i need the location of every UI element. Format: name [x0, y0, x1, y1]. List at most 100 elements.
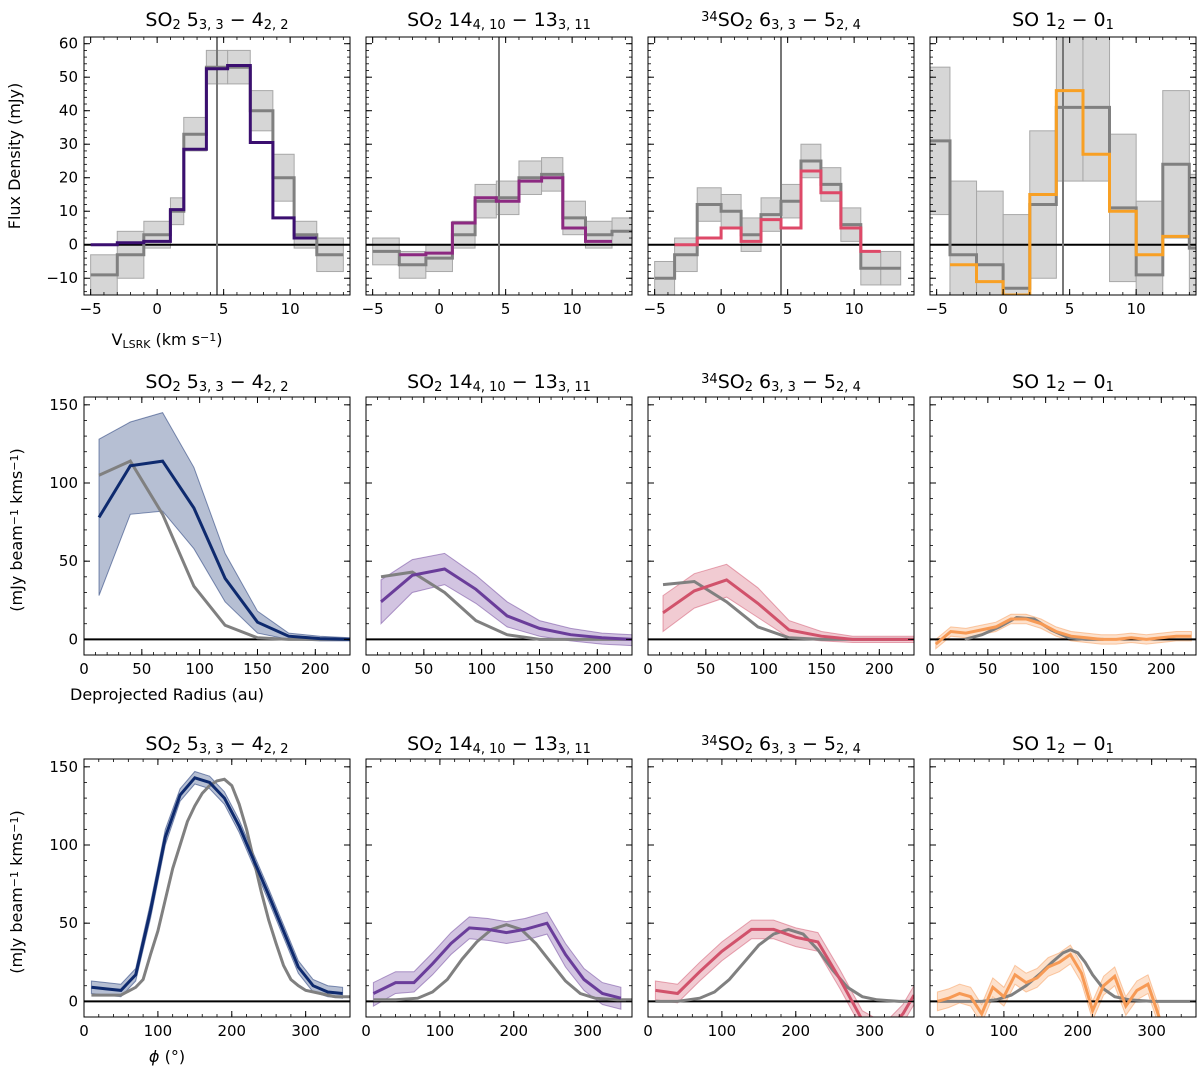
title-lower-level: − 0 [1066, 9, 1106, 31]
x-tick-label-r3c0: 200 [217, 1022, 246, 1040]
title-molecule: SO [1012, 733, 1039, 755]
x-tick-label-r2c2: 150 [807, 660, 836, 678]
model-profile-line [964, 615, 1104, 641]
y-label-sup2: −1 [8, 455, 21, 471]
x-tick-label-r2c0: 0 [79, 660, 89, 678]
model-spectrum-line [654, 159, 901, 280]
x-tick-label-r2c3: 200 [1147, 660, 1176, 678]
x-label-unit-sup: −1 [200, 331, 216, 344]
title-isotope: 34 [701, 734, 718, 749]
x-tick-label-r3c3: 200 [1063, 1022, 1092, 1040]
y-label-mid: kms [7, 833, 26, 871]
y-tick-label-r1c0: −10 [46, 269, 78, 287]
x-tick-label-r3c2: 100 [708, 1022, 737, 1040]
title-upper-sub: 3, 3 [199, 742, 224, 757]
title-upper-level: 1 [1039, 733, 1057, 755]
y-label-post: ) [7, 810, 26, 816]
x-label-sub: LSRK [122, 338, 151, 351]
title-lower-level: − 13 [506, 733, 558, 755]
title-molecule: SO [145, 9, 172, 31]
y-label-mid: kms [7, 471, 26, 509]
model-profile-line [380, 570, 632, 641]
title-molecule-sub: 2 [745, 380, 753, 395]
panel-title-r2c1: SO2 144, 10 − 133, 11 [407, 371, 591, 395]
title-molecule: SO [145, 371, 172, 393]
axes-frame-r2c1 [365, 396, 633, 656]
y-tick-label-r1c0: 0 [68, 236, 78, 254]
title-molecule-sub: 2 [745, 18, 753, 33]
y-tick-label-r2c0: 0 [68, 630, 78, 648]
title-molecule: SO [1012, 9, 1039, 31]
title-lower-level: − 13 [506, 9, 558, 31]
observed-profile-line [97, 459, 350, 641]
axes-frame-r2c3 [929, 396, 1197, 656]
y-tick-label-r3c0: 50 [59, 914, 78, 932]
y-label-pre: (mJy beam [7, 525, 26, 612]
title-lower-sub: 2, 4 [836, 742, 861, 757]
observed-uncertainty-band [90, 770, 344, 999]
title-upper-level: 6 [753, 733, 771, 755]
observed-profile-line [936, 952, 1161, 1017]
y-tick-label-r2c0: 150 [49, 396, 78, 414]
x-tick-label-r2c3: 100 [1031, 660, 1060, 678]
title-upper-sub: 3, 3 [199, 18, 224, 33]
x-tick-label-r2c2: 100 [749, 660, 778, 678]
x-tick-label-r2c2: 200 [865, 660, 894, 678]
title-upper-sub: 2 [1057, 380, 1065, 395]
x-tick-label-r2c0: 150 [243, 660, 272, 678]
title-lower-level: − 5 [796, 9, 836, 31]
title-lower-sub: 3, 11 [558, 742, 591, 757]
title-molecule: SO [718, 9, 745, 31]
y-tick-label-r3c0: 100 [49, 836, 78, 854]
x-tick-label-r3c0: 0 [79, 1022, 89, 1040]
title-upper-level: 1 [1039, 9, 1057, 31]
x-tick-label-r2c0: 200 [301, 660, 330, 678]
title-molecule-sub: 2 [434, 742, 442, 757]
title-upper-sub: 4, 10 [473, 18, 506, 33]
observed-uncertainty-band [372, 911, 622, 1010]
y-tick-label-r1c0: 10 [59, 202, 78, 220]
title-upper-sub: 3, 3 [199, 380, 224, 395]
plot-area-r2c0 [84, 412, 350, 642]
x-tick-label-r2c1: 200 [583, 660, 612, 678]
title-lower-sub: 2, 2 [264, 18, 289, 33]
x-tick-label-r2c2: 0 [643, 660, 653, 678]
title-molecule: SO [718, 371, 745, 393]
axes-frame-r2c2 [647, 396, 915, 656]
x-tick-label-r2c3: 0 [925, 660, 935, 678]
model-profile-line [91, 777, 350, 999]
model-profile-line [98, 459, 350, 641]
x-tick-label-r1c1: −5 [362, 300, 384, 318]
x-tick-label-r2c1: 50 [414, 660, 433, 678]
x-tick-label-r3c2: 200 [781, 1022, 810, 1040]
panel-title-r3c0: SO2 53, 3 − 42, 2 [145, 733, 288, 757]
title-lower-level: − 0 [1066, 733, 1106, 755]
title-lower-sub: 2, 2 [264, 742, 289, 757]
x-tick-label-r2c3: 150 [1089, 660, 1118, 678]
y-tick-label-r1c0: 50 [59, 68, 78, 86]
title-upper-level: 6 [753, 9, 771, 31]
title-upper-level: 14 [442, 9, 472, 31]
x-tick-label-r1c2: 10 [845, 300, 864, 318]
y-tick-label-r1c0: 20 [59, 169, 78, 187]
title-lower-level: − 4 [224, 733, 264, 755]
title-molecule-sub: 2 [434, 18, 442, 33]
x-tick-label-r3c1: 100 [426, 1022, 455, 1040]
x-tick-label-r3c3: 0 [925, 1022, 935, 1040]
plot-area-r1c1 [366, 37, 632, 295]
plot-area-r1c3 [930, 37, 1196, 295]
x-tick-label-r2c2: 50 [696, 660, 715, 678]
panel-title-r2c3: SO 12 − 01 [1012, 371, 1114, 395]
title-lower-sub: 3, 11 [558, 18, 591, 33]
title-upper-sub: 4, 10 [473, 742, 506, 757]
title-upper-sub: 2 [1057, 18, 1065, 33]
axes-frame-r1c0 [83, 36, 351, 296]
title-lower-sub: 1 [1106, 18, 1114, 33]
title-molecule: SO [145, 733, 172, 755]
x-tick-label-r3c0: 100 [144, 1022, 173, 1040]
x-label-phi: ϕ [149, 1047, 160, 1066]
observed-profile-line [934, 617, 1192, 646]
model-uncertainty-box [949, 180, 978, 295]
observed-uncertainty-band [98, 412, 350, 642]
